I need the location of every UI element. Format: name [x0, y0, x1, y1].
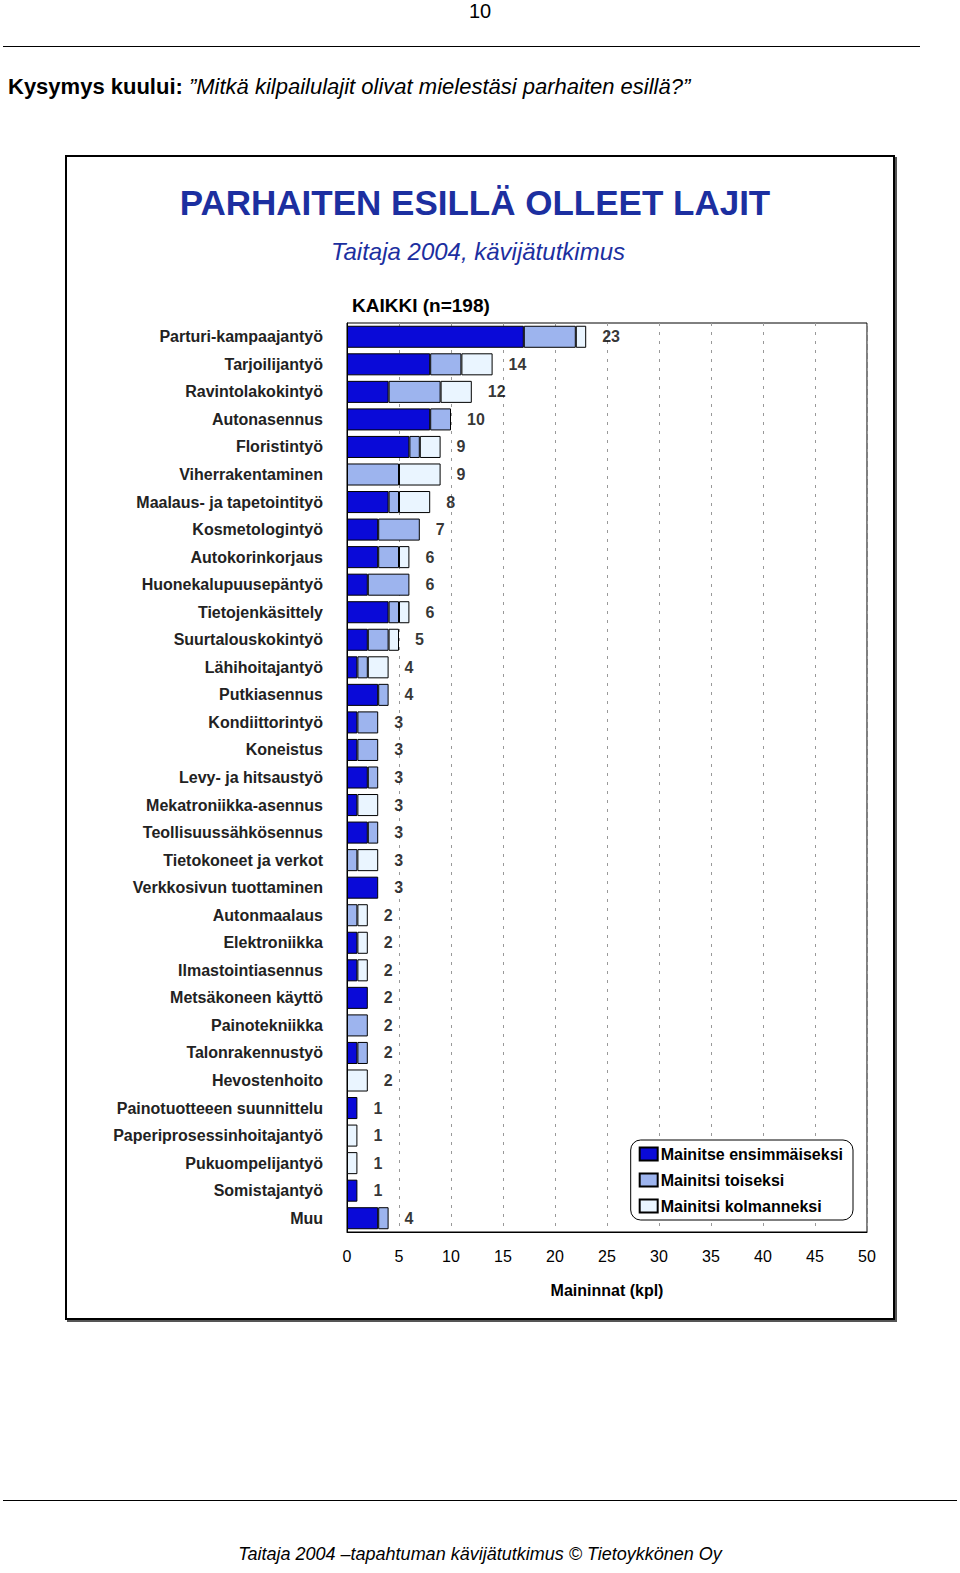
- svg-text:5: 5: [415, 631, 424, 648]
- svg-text:Lähihoitajantyö: Lähihoitajantyö: [205, 659, 323, 676]
- svg-text:Parturi-kampaajantyö: Parturi-kampaajantyö: [159, 328, 323, 345]
- svg-text:Ilmastointiasennus: Ilmastointiasennus: [178, 962, 323, 979]
- svg-text:2: 2: [384, 934, 393, 951]
- svg-text:2: 2: [384, 962, 393, 979]
- svg-text:Floristintyö: Floristintyö: [236, 438, 323, 455]
- svg-text:6: 6: [425, 604, 434, 621]
- svg-text:Koneistus: Koneistus: [246, 741, 323, 758]
- svg-text:50: 50: [858, 1248, 876, 1265]
- svg-text:10: 10: [467, 411, 485, 428]
- svg-text:25: 25: [598, 1248, 616, 1265]
- svg-text:6: 6: [425, 576, 434, 593]
- html-text:Taitaja 2004 –tapahtuman kävij: Taitaja 2004 –tapahtuman kävijätutkimus …: [238, 1544, 722, 1564]
- svg-text:Painotekniikka: Painotekniikka: [211, 1017, 323, 1034]
- svg-text:9: 9: [457, 438, 466, 455]
- svg-text:Muu: Muu: [290, 1210, 323, 1227]
- svg-text:12: 12: [488, 383, 506, 400]
- svg-text:3: 3: [394, 852, 403, 869]
- svg-text:30: 30: [650, 1248, 668, 1265]
- svg-text:2: 2: [384, 989, 393, 1006]
- svg-text:Ravintolakokintyö: Ravintolakokintyö: [185, 383, 323, 400]
- html-text:Kysymys kuului: ”Mitkä kilpail: Kysymys kuului: ”Mitkä kilpailulajit oli…: [8, 74, 691, 99]
- svg-text:Talonrakennustyö: Talonrakennustyö: [186, 1044, 323, 1061]
- svg-text:Kosmetologintyö: Kosmetologintyö: [192, 521, 323, 538]
- svg-text:0: 0: [343, 1248, 352, 1265]
- svg-text:3: 3: [394, 741, 403, 758]
- svg-text:Somistajantyö: Somistajantyö: [214, 1182, 324, 1199]
- svg-text:14: 14: [509, 356, 527, 373]
- svg-text:Suurtalouskokintyö: Suurtalouskokintyö: [174, 631, 324, 648]
- svg-text:Autonasennus: Autonasennus: [212, 411, 323, 428]
- svg-text:Metsäkoneen käyttö: Metsäkoneen käyttö: [170, 989, 323, 1006]
- svg-text:Mainitsi kolmanneksi: Mainitsi kolmanneksi: [661, 1198, 822, 1215]
- svg-text:Tietokoneet ja verkot: Tietokoneet ja verkot: [163, 852, 323, 869]
- svg-text:Hevostenhoito: Hevostenhoito: [212, 1072, 323, 1089]
- svg-text:5: 5: [395, 1248, 404, 1265]
- svg-text:PARHAITEN ESILLÄ OLLEET LAJIT: PARHAITEN ESILLÄ OLLEET LAJIT: [180, 183, 770, 222]
- svg-text:Levy- ja hitsaustyö: Levy- ja hitsaustyö: [179, 769, 323, 786]
- svg-text:8: 8: [446, 494, 455, 511]
- svg-text:3: 3: [394, 797, 403, 814]
- svg-text:20: 20: [546, 1248, 564, 1265]
- svg-text:Mekatroniikka-asennus: Mekatroniikka-asennus: [146, 797, 323, 814]
- svg-text:23: 23: [602, 328, 620, 345]
- svg-text:3: 3: [394, 824, 403, 841]
- svg-text:1: 1: [373, 1100, 382, 1117]
- svg-text:2: 2: [384, 1017, 393, 1034]
- svg-text:KAIKKI (n=198): KAIKKI (n=198): [352, 295, 490, 316]
- svg-text:Mainitsi toiseksi: Mainitsi toiseksi: [661, 1172, 785, 1189]
- svg-text:Autokorinkorjaus: Autokorinkorjaus: [191, 549, 324, 566]
- svg-text:6: 6: [425, 549, 434, 566]
- svg-text:Paperiprosessinhoitajantyö: Paperiprosessinhoitajantyö: [113, 1127, 323, 1144]
- svg-text:4: 4: [405, 1210, 414, 1227]
- svg-text:Viherrakentaminen: Viherrakentaminen: [179, 466, 323, 483]
- svg-text:45: 45: [806, 1248, 824, 1265]
- svg-text:4: 4: [405, 686, 414, 703]
- svg-text:Huonekalupuusepäntyö: Huonekalupuusepäntyö: [142, 576, 324, 593]
- svg-text:2: 2: [384, 1044, 393, 1061]
- svg-text:Maininnat (kpl): Maininnat (kpl): [551, 1282, 664, 1299]
- svg-text:Tarjoilijantyö: Tarjoilijantyö: [225, 356, 324, 373]
- svg-text:Maalaus- ja tapetointityö: Maalaus- ja tapetointityö: [136, 494, 323, 511]
- svg-text:2: 2: [384, 907, 393, 924]
- svg-text:Mainitse ensimmäiseksi: Mainitse ensimmäiseksi: [661, 1146, 843, 1163]
- svg-text:Kondiittorintyö: Kondiittorintyö: [208, 714, 323, 731]
- svg-text:1: 1: [373, 1127, 382, 1144]
- svg-text:Autonmaalaus: Autonmaalaus: [213, 907, 323, 924]
- svg-text:15: 15: [494, 1248, 512, 1265]
- svg-text:Verkkosivun tuottaminen: Verkkosivun tuottaminen: [133, 879, 323, 896]
- svg-text:7: 7: [436, 521, 445, 538]
- svg-text:1: 1: [373, 1182, 382, 1199]
- svg-text:Tietojenkäsittely: Tietojenkäsittely: [198, 604, 323, 621]
- svg-text:Painotuotteeen suunnittelu: Painotuotteeen suunnittelu: [117, 1100, 323, 1117]
- svg-text:1: 1: [373, 1155, 382, 1172]
- svg-text:3: 3: [394, 714, 403, 731]
- svg-text:Taitaja 2004, kävijätutkimus: Taitaja 2004, kävijätutkimus: [331, 238, 625, 265]
- svg-text:9: 9: [457, 466, 466, 483]
- svg-text:3: 3: [394, 879, 403, 896]
- svg-text:40: 40: [754, 1248, 772, 1265]
- svg-text:35: 35: [702, 1248, 720, 1265]
- html-text:10: 10: [468, 0, 492, 22]
- svg-text:2: 2: [384, 1072, 393, 1089]
- svg-text:4: 4: [405, 659, 414, 676]
- svg-text:Pukuompelijantyö: Pukuompelijantyö: [185, 1155, 323, 1172]
- svg-text:Putkiasennus: Putkiasennus: [219, 686, 323, 703]
- svg-text:3: 3: [394, 769, 403, 786]
- svg-text:Teollisuussähkösennus: Teollisuussähkösennus: [143, 824, 323, 841]
- svg-text:Elektroniikka: Elektroniikka: [223, 934, 323, 951]
- svg-text:10: 10: [442, 1248, 460, 1265]
